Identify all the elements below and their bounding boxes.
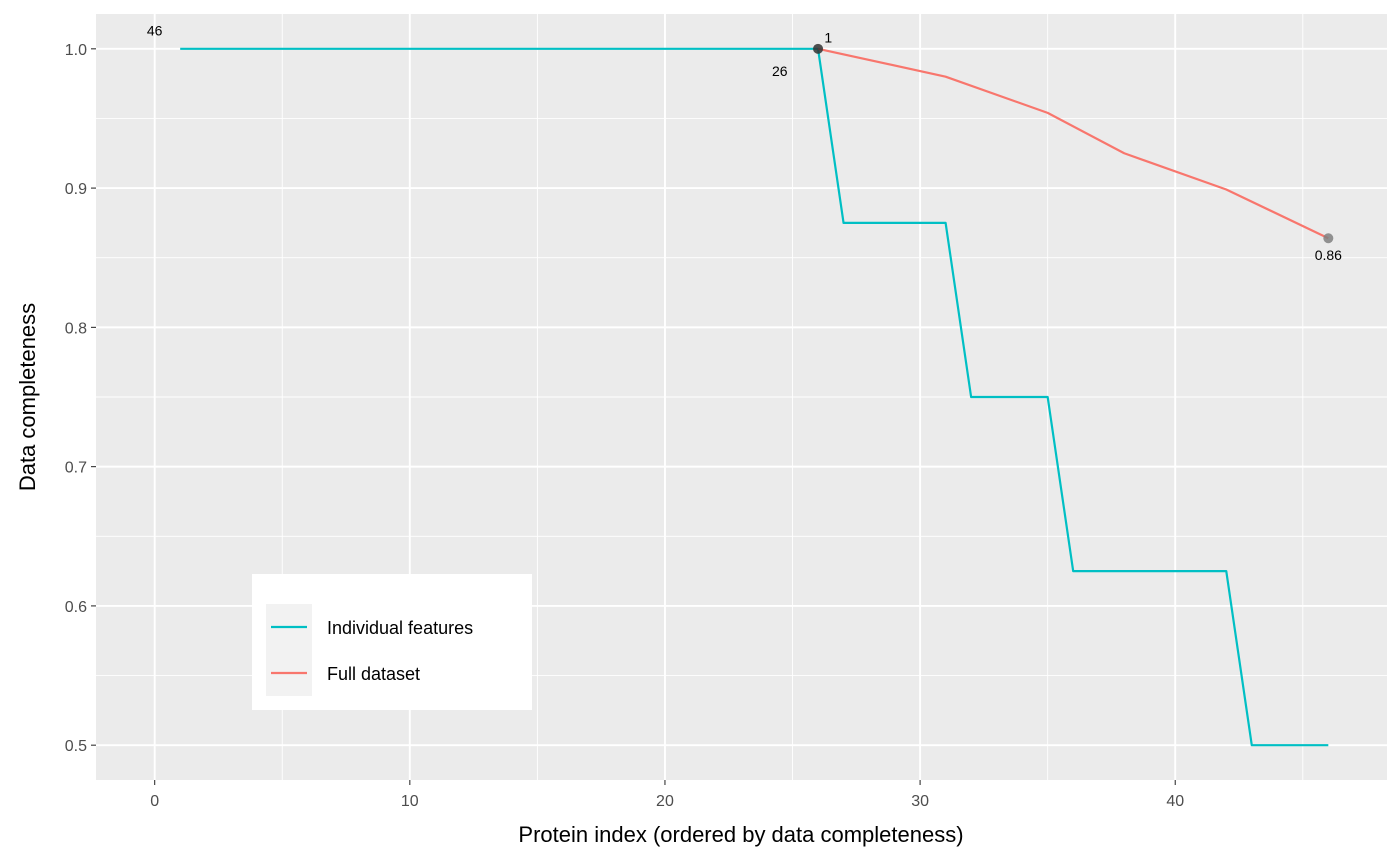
legend-label-individual-features: Individual features xyxy=(327,618,473,638)
y-tick-label: 1.0 xyxy=(65,42,87,59)
x-tick-label: 30 xyxy=(911,793,929,810)
annotations-layer: 46 1 26 0.86 xyxy=(147,23,1342,263)
legend-label-full-dataset: Full dataset xyxy=(327,664,420,684)
x-tick-label: 20 xyxy=(656,793,674,810)
x-tick-label: 40 xyxy=(1166,793,1184,810)
series-layer xyxy=(180,47,1329,747)
legend: Individual features Full dataset xyxy=(252,574,532,710)
series-line-individual-features xyxy=(180,47,1329,747)
highlight-point xyxy=(1323,233,1334,244)
y-axis-title: Data completeness xyxy=(15,303,40,491)
x-tick-label: 10 xyxy=(401,793,419,810)
y-tick-label: 0.5 xyxy=(65,738,87,755)
highlight-point xyxy=(813,43,824,54)
annotation-label: 46 xyxy=(147,23,163,39)
x-axis-title: Protein index (ordered by data completen… xyxy=(518,822,963,847)
y-tick-label: 0.8 xyxy=(65,320,87,337)
y-tick-label: 0.7 xyxy=(65,460,87,477)
minor-gridlines xyxy=(96,14,1387,780)
points-layer xyxy=(813,43,1334,244)
axis-ticks: 0 10 20 30 40 0.5 0.6 0.7 0.8 0.9 1.0 xyxy=(65,42,1184,810)
annotation-label: 1 xyxy=(824,30,832,46)
annotation-label: 26 xyxy=(772,63,788,79)
x-tick-label: 0 xyxy=(150,793,159,810)
y-tick-label: 0.6 xyxy=(65,599,87,616)
y-tick-label: 0.9 xyxy=(65,181,87,198)
series-line-full-dataset xyxy=(817,47,1329,240)
annotation-label: 0.86 xyxy=(1315,247,1342,263)
